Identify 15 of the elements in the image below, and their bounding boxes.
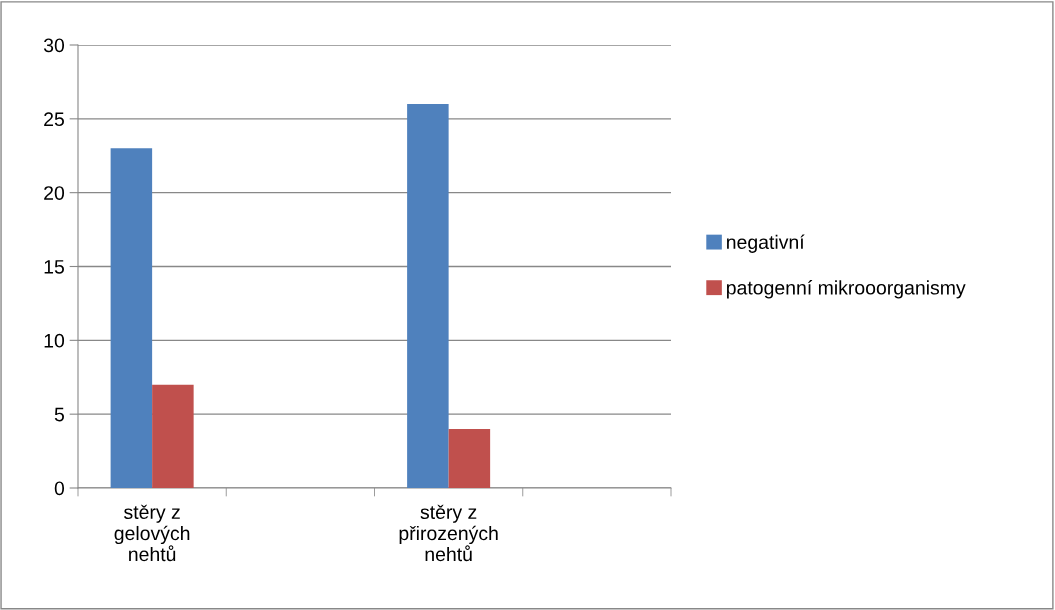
x-tick-label: stěry z přirozených nehtů xyxy=(399,504,498,562)
y-tick-label: 10 xyxy=(44,333,65,348)
legend-label: patogenní mikrooorganismy xyxy=(726,280,966,299)
y-tick-label: 20 xyxy=(44,186,65,200)
y-tick-label: 0 xyxy=(54,481,65,496)
bar xyxy=(110,148,153,488)
bar xyxy=(407,104,449,488)
y-tick-label: 30 xyxy=(43,38,65,53)
legend-label: negativní xyxy=(727,234,805,253)
y-tick-label: 5 xyxy=(54,407,64,422)
bar xyxy=(448,428,491,488)
bar xyxy=(152,384,194,488)
y-tick-label: 15 xyxy=(44,260,64,274)
y-tick-label: 25 xyxy=(44,112,64,127)
x-tick-label: stěry z gelových nehtů xyxy=(114,504,190,562)
